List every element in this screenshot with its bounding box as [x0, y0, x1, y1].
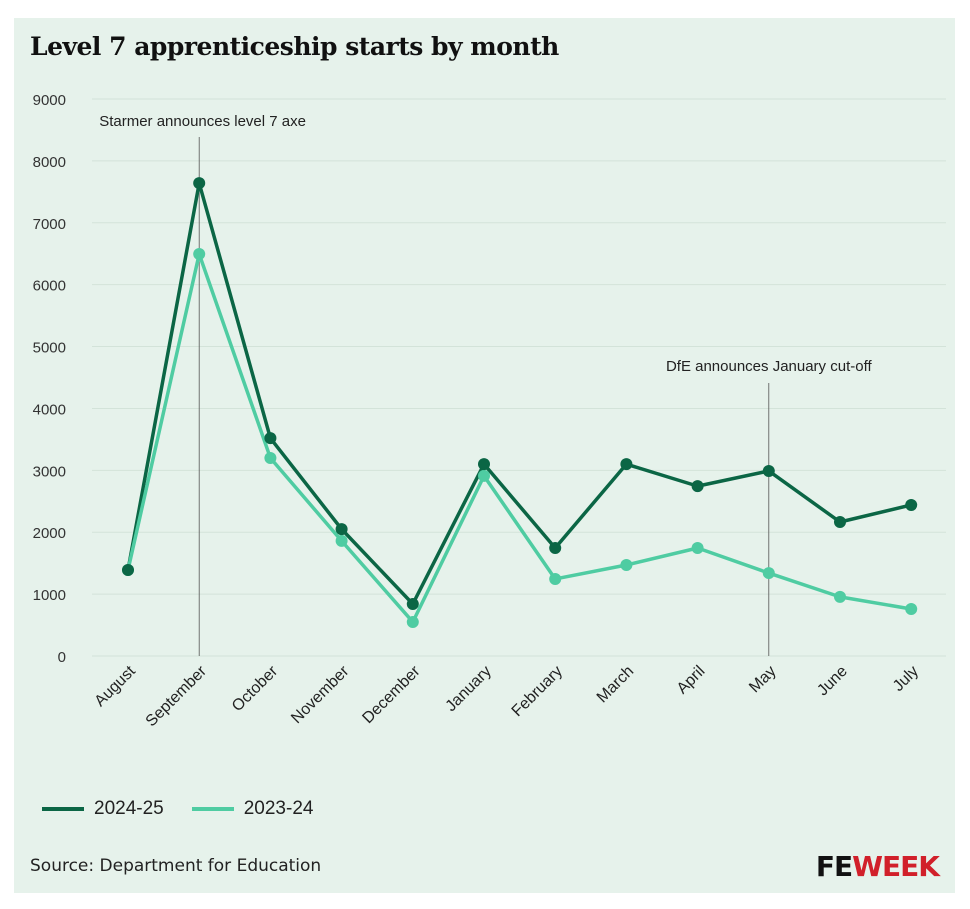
source-note: Source: Department for Education — [30, 856, 322, 876]
data-point-2024-25 — [193, 177, 206, 190]
x-tick-label: August — [92, 662, 140, 710]
data-point-2023-24 — [335, 534, 348, 547]
data-point-2023-24 — [620, 559, 633, 572]
series-line-2023-24 — [126, 252, 912, 624]
data-point-2023-24 — [264, 451, 277, 464]
x-tick-label: July — [890, 663, 922, 695]
x-tick-label: November — [288, 662, 353, 727]
data-point-2023-24 — [834, 590, 846, 603]
x-tick-label: December — [359, 662, 424, 727]
data-point-2024-25 — [620, 458, 633, 471]
x-tick-label: April — [674, 663, 709, 698]
fe-week-logo: FEWEEK — [815, 850, 940, 883]
y-tick-label: 3000 — [33, 463, 66, 480]
data-point-2024-25 — [762, 464, 775, 477]
chart-panel: Level 7 apprenticeship starts by month 2… — [14, 18, 955, 893]
y-tick-label: 6000 — [33, 278, 66, 295]
x-tick-label: May — [746, 663, 779, 696]
data-point-2024-25 — [406, 598, 419, 611]
data-point-2023-24 — [691, 542, 704, 555]
data-point-2024-25 — [905, 498, 918, 511]
data-point-2023-24 — [762, 567, 775, 580]
legend-label: 2023-24 — [243, 798, 314, 819]
y-tick-label: 9000 — [33, 92, 66, 109]
data-point-2024-25 — [834, 516, 846, 529]
data-point-2023-24 — [193, 248, 206, 261]
data-point-2024-25 — [478, 458, 490, 471]
annotation-label: Starmer announces level 7 axe — [99, 113, 306, 130]
annotation-label: DfE announces January cut-off — [666, 358, 873, 375]
y-tick-label: 7000 — [33, 216, 66, 233]
x-tick-label: February — [509, 663, 566, 720]
legend: 2024-25 2023-24 — [42, 798, 313, 820]
x-tick-label: June — [814, 663, 851, 700]
chart-title: Level 7 apprenticeship starts by month — [30, 32, 559, 61]
data-point-2023-24 — [406, 615, 419, 628]
y-tick-label: 1000 — [33, 587, 66, 604]
data-point-2024-25 — [122, 563, 134, 576]
data-point-2023-24 — [905, 602, 918, 615]
data-point-2023-24 — [549, 572, 562, 585]
series-line-2024-25 — [126, 181, 912, 606]
legend-swatch — [191, 807, 234, 811]
legend-item-2023-24: 2023-24 — [191, 798, 314, 820]
data-point-2024-25 — [335, 523, 348, 536]
legend-swatch — [42, 807, 84, 811]
x-tick-label: September — [143, 662, 211, 730]
data-point-2024-25 — [691, 480, 704, 493]
y-tick-label: 5000 — [33, 340, 66, 357]
data-point-2023-24 — [478, 469, 490, 482]
x-tick-label: March — [594, 663, 637, 706]
legend-item-2024-25: 2024-25 — [42, 798, 164, 820]
legend-label: 2024-25 — [94, 798, 164, 819]
y-tick-label: 2000 — [33, 525, 66, 542]
y-tick-label: 4000 — [33, 401, 66, 418]
x-tick-label: October — [229, 662, 282, 715]
y-tick-label: 0 — [58, 649, 66, 666]
data-point-2024-25 — [549, 542, 562, 555]
data-point-2024-25 — [264, 432, 277, 445]
y-tick-label: 8000 — [33, 154, 66, 171]
x-tick-label: January — [443, 663, 495, 715]
